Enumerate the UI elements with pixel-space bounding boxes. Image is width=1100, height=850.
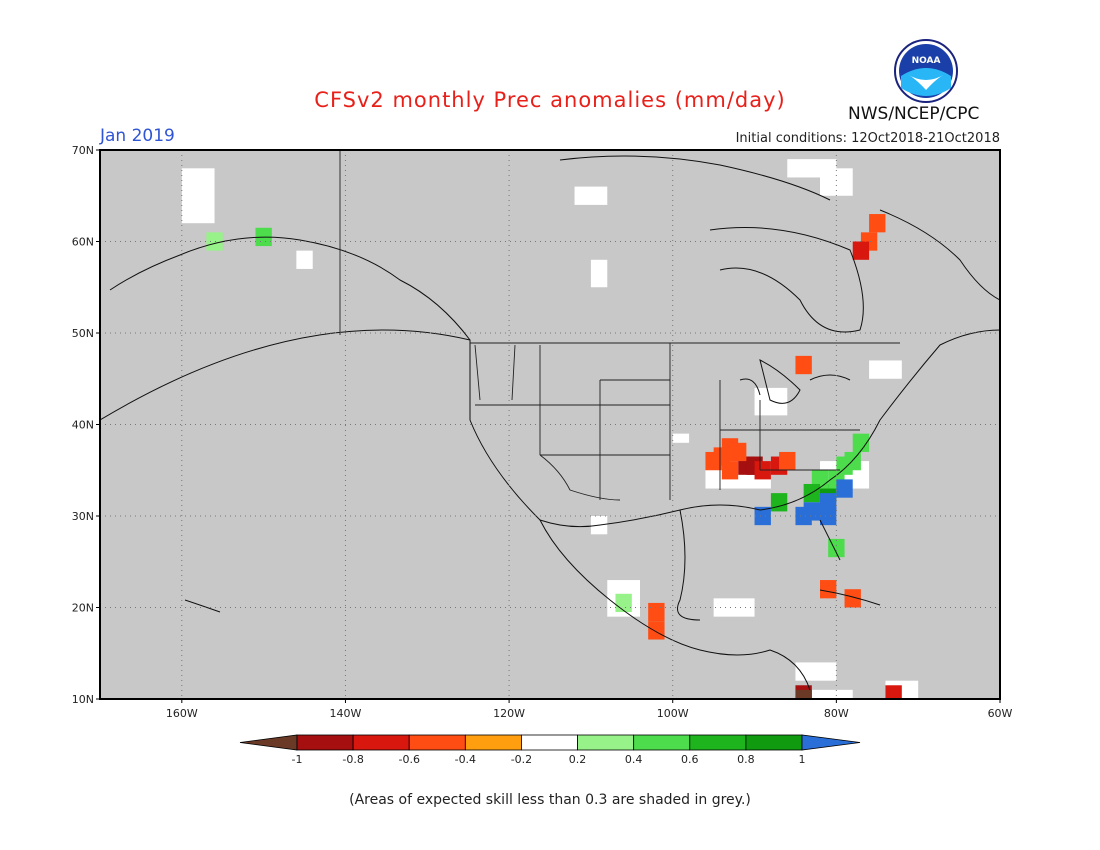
- coastline: [759, 359, 801, 404]
- latitude-label: 40N: [72, 419, 94, 432]
- anomaly-cell: [852, 433, 870, 452]
- latitude-label: 70N: [72, 144, 94, 157]
- latitude-label: 20N: [72, 602, 94, 615]
- near-normal-area: [590, 259, 608, 288]
- anomaly-cell: [811, 470, 829, 489]
- anomaly-cell: [779, 451, 796, 471]
- boundary-line: [475, 379, 670, 456]
- chart-title: CFSv2 monthly Prec anomalies (mm/day): [314, 88, 786, 112]
- anomaly-cell: [648, 602, 665, 622]
- coastline: [819, 519, 841, 561]
- longitude-label: 60W: [988, 707, 1013, 720]
- latitude-label: 60N: [72, 236, 94, 249]
- anomaly-cell: [730, 442, 747, 462]
- anomaly-cell: [206, 232, 223, 251]
- near-normal-area: [811, 689, 853, 699]
- anomaly-cell: [770, 493, 788, 512]
- anomaly-cell: [795, 355, 812, 375]
- anomaly-cell: [836, 479, 853, 498]
- logo-text: NOAA: [912, 56, 941, 66]
- boundary-line: [474, 344, 601, 500]
- coastline: [809, 374, 851, 381]
- coastline: [539, 329, 1000, 528]
- near-normal-area: [672, 433, 690, 443]
- longitude-label: 100W: [657, 707, 689, 720]
- anomaly-cell: [705, 451, 722, 471]
- near-normal-area: [296, 250, 313, 269]
- coastline: [677, 509, 701, 621]
- forecast-period: Jan 2019: [100, 126, 175, 146]
- anomaly-cell: [820, 493, 837, 512]
- footnote: (Areas of expected skill less than 0.3 a…: [349, 792, 751, 808]
- coastline: [879, 209, 1000, 301]
- coastline: [559, 155, 831, 201]
- boundary-line: [539, 454, 621, 501]
- latitude-label: 50N: [72, 327, 94, 340]
- anomaly-cell: [615, 593, 632, 613]
- near-normal-area: [795, 662, 837, 681]
- latitude-label: 10N: [72, 693, 94, 706]
- near-normal-area: [820, 168, 853, 196]
- anomaly-cell: [852, 241, 870, 260]
- anomaly-cell: [721, 461, 739, 480]
- longitude-label: 120W: [493, 707, 525, 720]
- anomaly-cell: [836, 456, 853, 475]
- anomaly-cell: [869, 214, 886, 233]
- longitude-label: 160W: [166, 707, 198, 720]
- coastline: [184, 599, 221, 613]
- anomaly-cell: [820, 580, 837, 599]
- anomaly-cell: [820, 506, 837, 526]
- coastline: [739, 378, 761, 396]
- latitude-label: 30N: [72, 510, 94, 523]
- anomaly-cell: [754, 506, 771, 526]
- near-normal-area: [713, 598, 755, 617]
- longitude-label: 80W: [824, 707, 849, 720]
- anomaly-cell: [648, 621, 665, 640]
- organization-label: NWS/NCEP/CPC: [848, 104, 980, 124]
- noaa-logo: NOAA: [894, 39, 958, 103]
- precip-anomaly-map: 70N 60N 50N 40N 30N 20N 10N 160W 140W 120W 100W 80W…: [72, 144, 1013, 720]
- near-normal-area: [574, 186, 608, 205]
- anomaly-cell: [844, 589, 861, 608]
- initial-conditions: Initial conditions: 12Oct2018-21Oct2018: [735, 131, 1000, 146]
- coastline: [100, 329, 811, 691]
- anomaly-cell: [885, 685, 902, 699]
- coastline: [819, 589, 881, 606]
- coastline: [709, 227, 864, 333]
- anomaly-cell: [795, 689, 812, 699]
- longitude-label: 140W: [330, 707, 362, 720]
- boundary-line: [669, 343, 761, 500]
- near-normal-area: [181, 168, 215, 224]
- coastline: [109, 236, 471, 341]
- near-normal-area: [869, 360, 902, 379]
- anomaly-cell: [795, 506, 812, 526]
